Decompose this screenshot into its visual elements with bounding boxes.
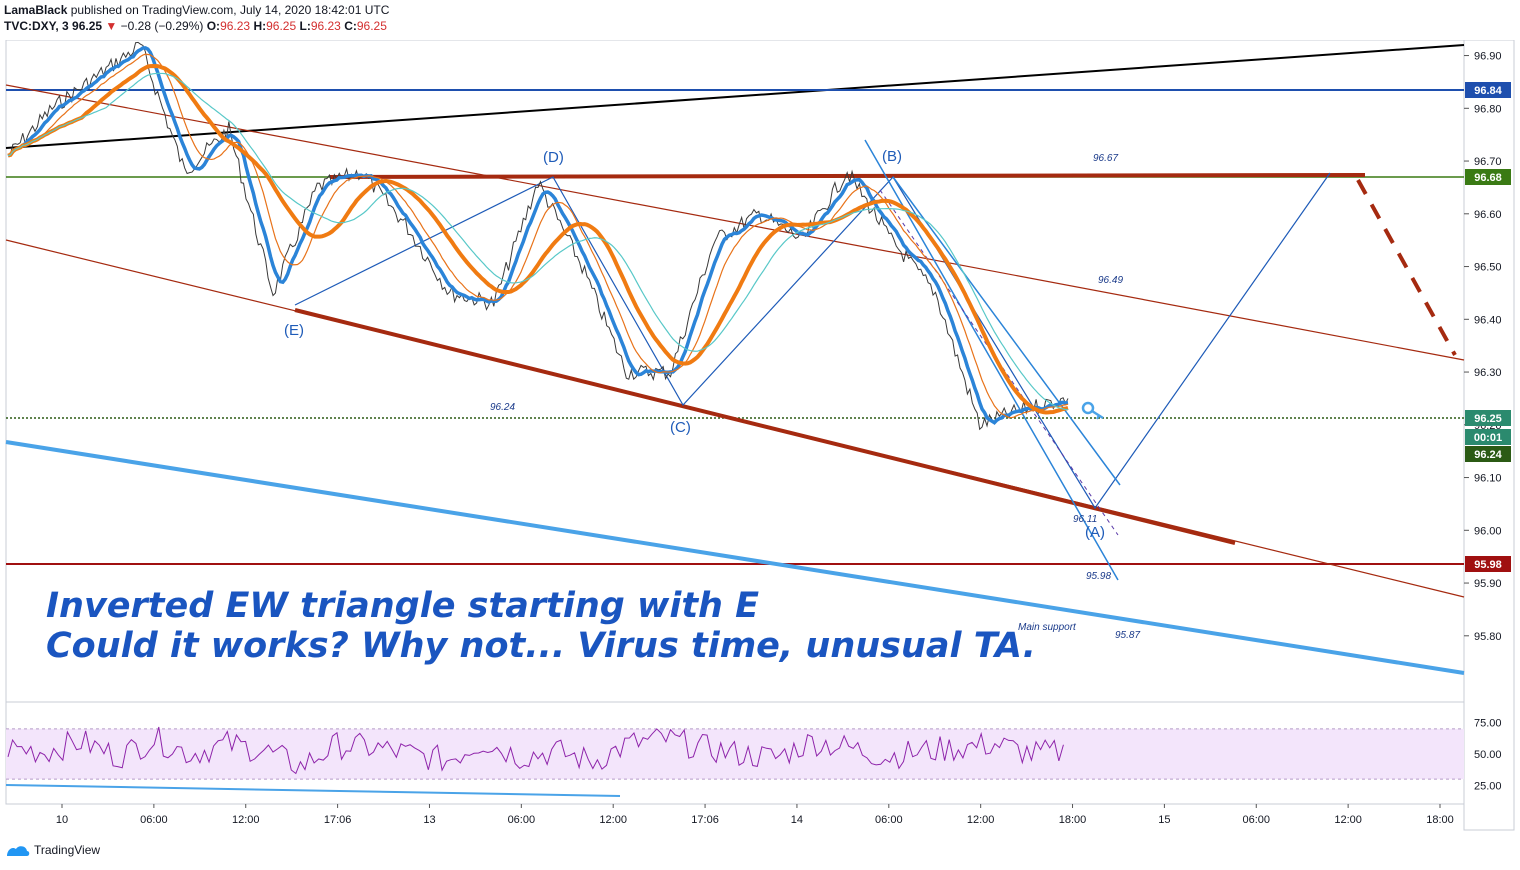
price-tag-label: 95.98 [1474,559,1502,571]
chart-header: LamaBlack published on TradingView.com, … [4,2,389,34]
down-arrow-icon: ▼ [105,19,118,33]
time-tick-label: 06:00 [875,814,903,826]
high-value: 96.25 [266,19,297,33]
price-tag [1465,556,1511,572]
price-tick-label: 96.40 [1474,314,1502,326]
high-label: H: [253,19,267,33]
low-label: L: [299,19,311,33]
ma-orange-thin [7,53,1069,419]
level-label-95-87: 95.87 [1115,630,1140,641]
footer: TradingView [6,843,100,857]
wave-label-b: (B) [882,148,902,165]
price-tick-label: 96.90 [1474,51,1502,63]
price-tag [1465,410,1511,426]
price-tag-label: 00:01 [1474,432,1502,444]
time-tick-label: 12:00 [599,814,627,826]
price-tick-label: 96.50 [1474,262,1502,274]
ma-fast-blue [7,46,1069,425]
key-icon [1081,401,1104,420]
price-tick-label: 96.70 [1474,156,1502,168]
time-tick-label: 06:00 [140,814,168,826]
level-label-95-98: 95.98 [1086,571,1111,582]
open-value: 96.23 [220,19,251,33]
price-tag-label: 96.84 [1474,85,1502,97]
price-tag-label: 96.25 [1474,413,1502,425]
wave-a-channel-mid [892,176,1121,486]
main-support-label: Main support [1018,622,1077,633]
time-tick-label: 06:00 [1243,814,1271,826]
wave-label-a: (A) [1085,524,1105,541]
time-tick-label: 18:00 [1059,814,1087,826]
wave-label-c: (C) [670,419,691,436]
annotation-line-2: Could it works? Why not... Virus time, u… [46,626,1036,666]
time-tick-label: 17:06 [324,814,352,826]
rsi-indicator: 75.00 50.00 25.00 [6,718,1502,792]
level-label-96-11: 96.11 [1073,514,1097,525]
channel-upper-line [5,84,1465,361]
price-tags: 96.84 96.68 96.25 00:01 96.24 95.98 [1465,82,1511,572]
annotation-line-1: Inverted EW triangle starting with E [46,586,759,626]
author-name[interactable]: LamaBlack [4,3,68,17]
price-tag [1465,429,1511,445]
level-label-96-67: 96.67 [1093,153,1118,164]
rsi-trendline [5,784,621,797]
rsi-line [7,726,1064,775]
price-tag [1465,169,1511,185]
symbol-label[interactable]: TVC:DXY, 3 [4,19,69,33]
price-tick-label: 96.30 [1474,367,1502,379]
price-tag [1465,82,1511,98]
close-label: C: [344,19,357,33]
price-tick-label: 96.60 [1474,209,1502,221]
rsi-tick-label: 50.00 [1474,749,1502,761]
price-tag-label: 96.68 [1474,172,1502,184]
time-tick-label: 06:00 [508,814,536,826]
price-tick-label: 96.10 [1474,473,1502,485]
low-value: 96.23 [310,19,341,33]
price-axis-frame [1463,40,1515,831]
rsi-tick-label: 75.00 [1474,718,1502,730]
triangle-support-line [294,308,1236,545]
last-price: 96.25 [72,19,103,33]
price-chart[interactable]: 96.9096.8096.7096.6096.5096.4096.3096.20… [0,40,1520,840]
price-tick-label: 96.00 [1474,525,1502,537]
price-axis: 96.9096.8096.7096.6096.5096.4096.3096.20… [1464,51,1502,643]
published-text: published on TradingView.com, July 14, 2… [70,3,390,17]
price-tick-label: 95.90 [1474,578,1502,590]
price-change: −0.28 (−0.29%) [120,19,204,33]
main-support-line [5,440,1465,675]
price-tick-label: 96.80 [1474,103,1502,115]
price-series [7,41,1069,431]
ma-orange-thick [7,63,1069,415]
time-tick-label: 10 [56,814,68,826]
ma-cyan [7,72,1069,411]
projection-dashed-line [1356,179,1457,356]
level-label-96-24: 96.24 [490,402,515,413]
time-tick-label: 18:00 [1426,814,1454,826]
price-line [7,41,1069,431]
rsi-tick-label: 25.00 [1474,780,1502,792]
time-tick-label: 15 [1158,814,1170,826]
triangle-resistance-line [329,173,1366,179]
wave-path [294,172,1331,510]
open-label: O: [206,19,221,33]
tradingview-logo-icon [7,846,30,856]
wave-label-d: (D) [543,149,564,166]
wave-label-e: (E) [284,322,304,339]
level-label-96-49: 96.49 [1098,275,1123,286]
time-tick-label: 12:00 [232,814,260,826]
price-tag [1465,446,1511,462]
time-tick-label: 17:06 [691,814,719,826]
close-value: 96.25 [356,19,387,33]
time-tick-label: 12:00 [967,814,995,826]
brand-label[interactable]: TradingView [34,843,101,857]
time-axis: 10 06:00 12:00 17:06 13 06:00 12:00 17:06 14 06:0… [56,804,1454,826]
price-tag-label: 96.24 [1474,449,1502,461]
rsi-band [6,728,1464,780]
time-tick-label: 12:00 [1334,814,1362,826]
time-tick-label: 14 [791,814,803,826]
time-tick-label: 13 [423,814,435,826]
price-tick-label: 95.80 [1474,631,1502,643]
